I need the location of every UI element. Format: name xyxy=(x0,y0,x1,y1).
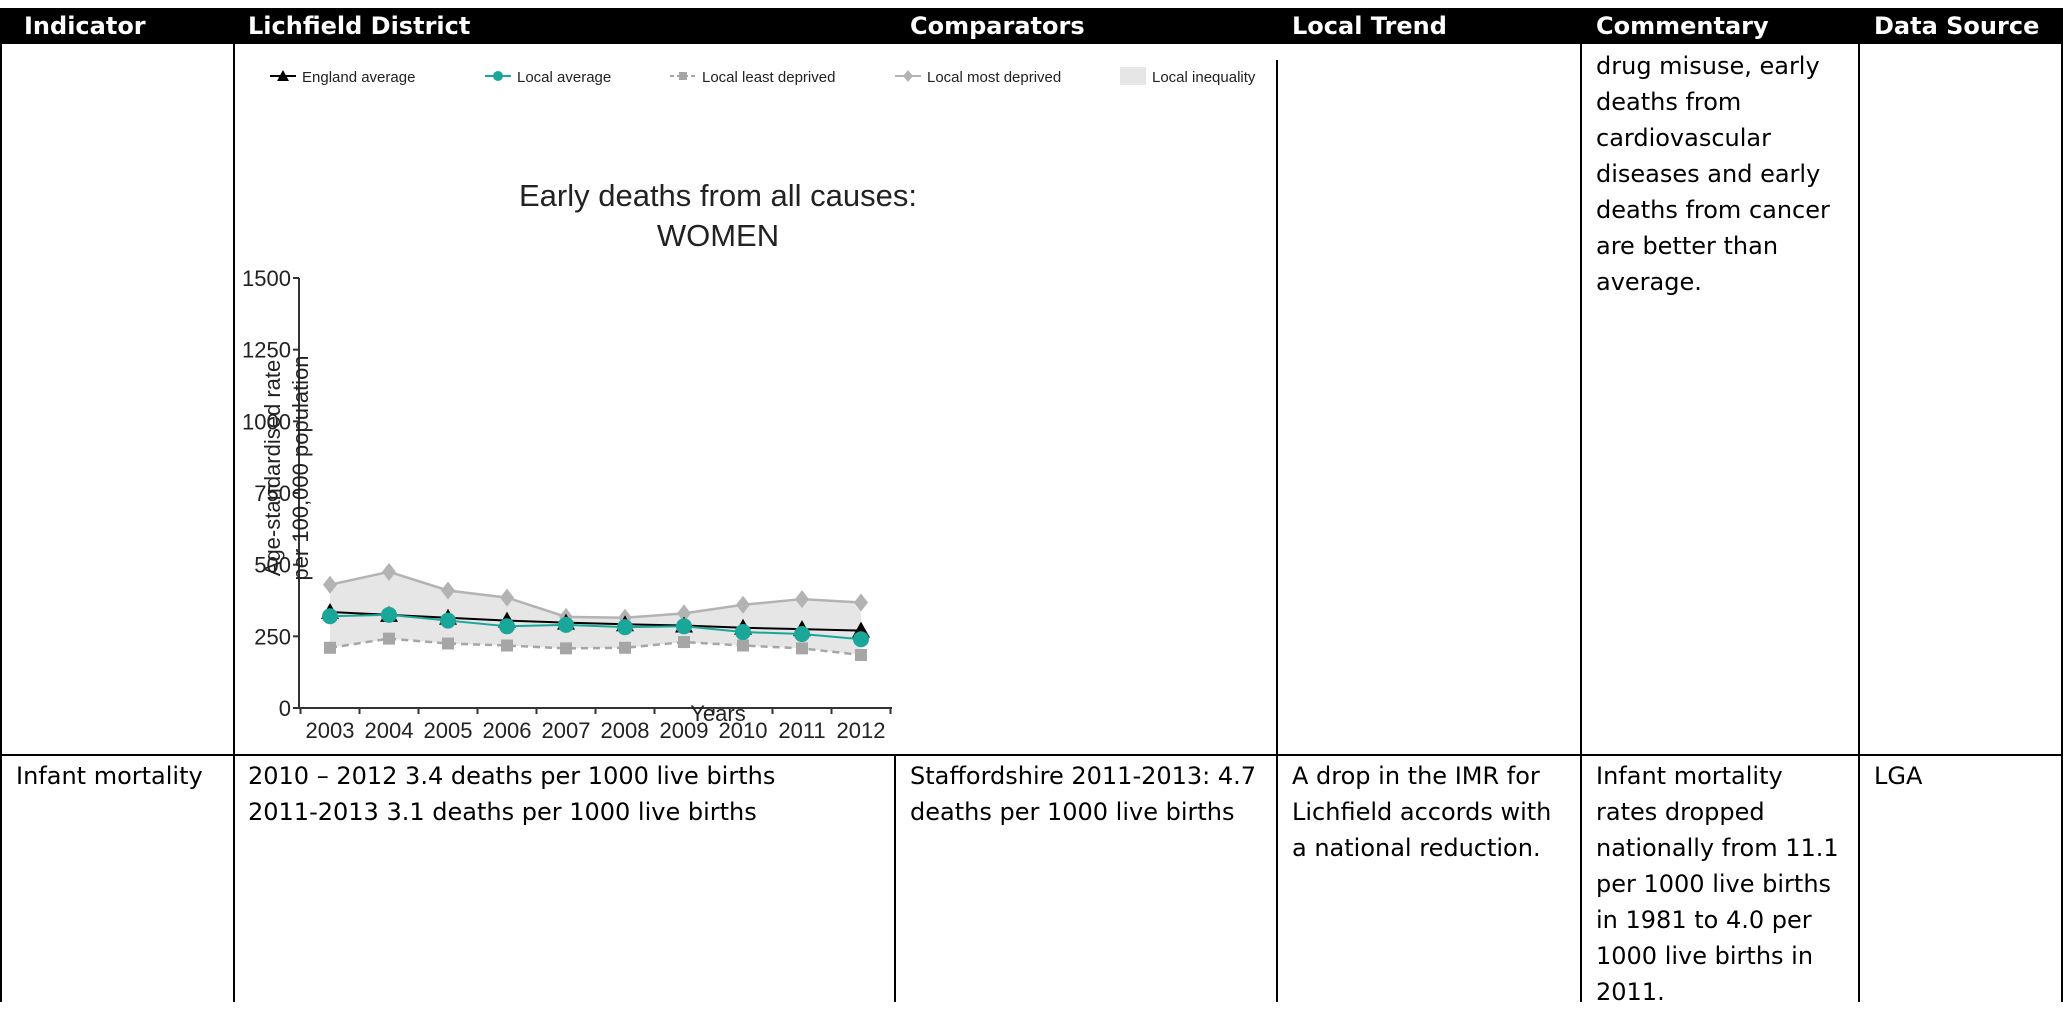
x-tick-label-2011: 2011 xyxy=(778,718,825,743)
y-tick-label-250: 250 xyxy=(254,624,291,649)
row2-data-source: LGA xyxy=(1874,762,1923,790)
point-local-least-deprived-2009 xyxy=(678,636,690,649)
chart-legend: England average Local average Local least … xyxy=(270,67,1256,86)
point-local-most-deprived-2010 xyxy=(736,595,750,614)
legend-marker-england-average xyxy=(277,70,289,81)
series-line-local-average xyxy=(329,613,862,641)
point-local-most-deprived-2006 xyxy=(500,588,514,607)
table-border-col4 xyxy=(1580,44,1582,1002)
row2-comparators: Staffordshire 2011-2013: 4.7 deaths per … xyxy=(910,762,1257,826)
point-local-most-deprived-2003 xyxy=(323,575,337,594)
point-local-least-deprived-2008 xyxy=(619,641,631,654)
point-local-average-2003 xyxy=(322,608,338,625)
point-local-most-deprived-2005 xyxy=(441,581,455,600)
series-line-local-most-deprived xyxy=(329,570,862,619)
y-axis-label-line1: Age-standardised rate xyxy=(260,360,285,576)
point-local-least-deprived-2007 xyxy=(560,642,572,655)
y-tick-label-500: 500 xyxy=(254,553,291,578)
point-local-average-2008 xyxy=(617,619,633,636)
y-tick-label-1250: 1250 xyxy=(242,338,291,363)
legend-marker-local-least-deprived xyxy=(679,72,687,80)
legend-label-local-average: Local average xyxy=(517,69,611,86)
point-local-most-deprived-2012 xyxy=(854,593,868,612)
legend-label-local-inequality: Local inequality xyxy=(1152,69,1256,86)
x-tick-label-2005: 2005 xyxy=(424,718,473,743)
row1-commentary: drug misuse, early deaths from cardiovas… xyxy=(1596,52,1830,296)
point-local-average-2009 xyxy=(676,618,692,635)
point-local-least-deprived-2004 xyxy=(383,632,395,645)
point-local-average-2006 xyxy=(499,618,515,635)
point-local-average-2011 xyxy=(794,626,810,643)
point-local-least-deprived-2003 xyxy=(324,641,336,654)
point-local-least-deprived-2006 xyxy=(501,639,513,652)
legend-label-local-most-deprived: Local most deprived xyxy=(927,69,1061,86)
legend-marker-local-average xyxy=(493,71,503,81)
point-local-average-2005 xyxy=(440,612,456,629)
table-border-col3 xyxy=(1276,60,1278,1002)
legend-label-local-least-deprived: Local least deprived xyxy=(702,69,835,86)
point-local-average-2010 xyxy=(735,624,751,641)
x-tick-label-2008: 2008 xyxy=(601,718,650,743)
local-inequality-band xyxy=(330,571,861,655)
legend-label-england-average: England average xyxy=(302,69,415,86)
x-axis-label: Years xyxy=(690,701,745,726)
header-commentary: Commentary xyxy=(1596,12,1769,40)
point-local-most-deprived-2004 xyxy=(382,562,396,581)
table-header-row: Indicator Lichfield District Comparators… xyxy=(0,8,2063,44)
x-tick-label-2007: 2007 xyxy=(542,718,591,743)
point-local-least-deprived-2010 xyxy=(737,639,749,652)
point-local-average-2004 xyxy=(381,606,397,623)
point-local-least-deprived-2005 xyxy=(442,637,454,650)
y-tick-label-750: 750 xyxy=(254,481,291,506)
row2-indicator: Infant mortality xyxy=(16,762,203,790)
row2-district: 2010 – 2012 3.4 deaths per 1000 live bir… xyxy=(248,762,776,826)
x-tick-label-2004: 2004 xyxy=(365,718,414,743)
point-local-most-deprived-2011 xyxy=(795,590,809,609)
point-local-average-2012 xyxy=(853,631,869,648)
point-local-average-2007 xyxy=(558,616,574,633)
x-tick-label-2003: 2003 xyxy=(306,718,355,743)
point-local-least-deprived-2012 xyxy=(855,648,867,661)
legend-swatch-local-inequality xyxy=(1120,67,1146,85)
row2-commentary: Infant mortality rates dropped nationall… xyxy=(1596,762,1839,1006)
table-border-col5 xyxy=(1858,44,1860,1002)
x-tick-label-2009: 2009 xyxy=(660,718,709,743)
table-row-divider xyxy=(0,754,2063,756)
y-tick-label-0: 0 xyxy=(279,696,291,721)
series-line-local-least-deprived xyxy=(329,637,862,657)
header-local-trend: Local Trend xyxy=(1292,12,1447,40)
header-data-source: Data Source xyxy=(1874,12,2040,40)
chart-subtitle: WOMEN xyxy=(657,218,779,253)
table-border-col2-row2 xyxy=(894,755,896,1002)
table-border-col1 xyxy=(233,44,235,1002)
y-tick-label-1000: 1000 xyxy=(242,409,291,434)
row2-local-trend: A drop in the IMR for Lichfield accords … xyxy=(1292,762,1552,862)
point-local-least-deprived-2011 xyxy=(796,642,808,655)
point-local-most-deprived-2009 xyxy=(677,604,691,623)
x-tick-label-2012: 2012 xyxy=(837,718,886,743)
chart-title: Early deaths from all causes: xyxy=(519,178,917,213)
table-border-left xyxy=(0,44,2,1002)
series-line-england-average xyxy=(329,610,862,632)
header-comparators: Comparators xyxy=(910,12,1085,40)
early-deaths-women-chart: England average Local average Local least … xyxy=(242,67,1256,743)
x-tick-label-2010: 2010 xyxy=(719,718,768,743)
y-axis-label-line2: per 100,000 population xyxy=(288,355,313,580)
table-border-right xyxy=(2061,44,2063,1002)
legend-marker-local-most-deprived xyxy=(903,70,913,82)
header-indicator: Indicator xyxy=(24,12,146,40)
x-tick-label-2006: 2006 xyxy=(483,718,532,743)
header-lichfield-district: Lichfield District xyxy=(248,12,471,40)
y-tick-label-1500: 1500 xyxy=(242,266,291,291)
